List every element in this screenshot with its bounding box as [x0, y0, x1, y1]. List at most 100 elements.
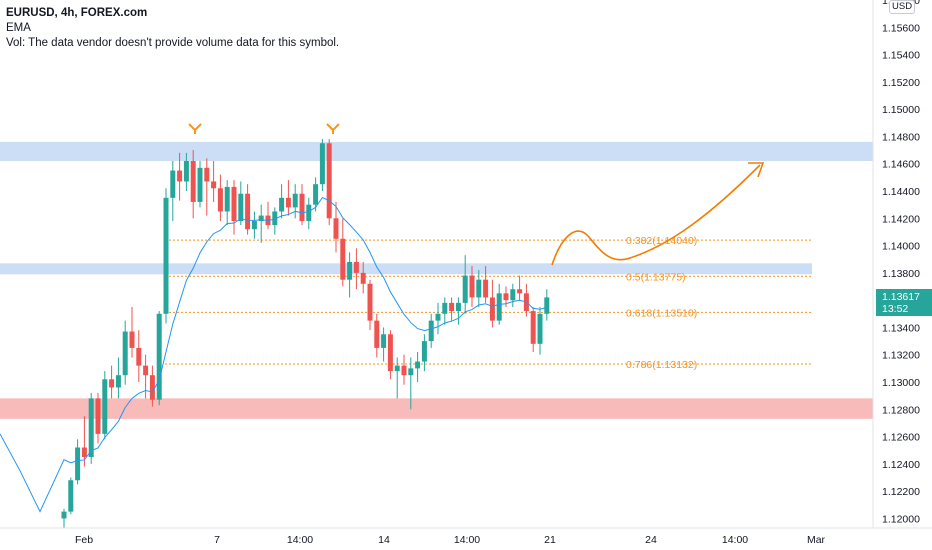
candle-body — [489, 297, 495, 321]
candle-body — [245, 193, 251, 230]
candle-body — [238, 193, 244, 222]
projection-arrow[interactable] — [551, 164, 761, 266]
candle-body — [442, 302, 448, 314]
price-tick-label: 1.13200 — [882, 350, 920, 362]
price-tick-label: 1.14800 — [882, 131, 920, 143]
candle-body — [177, 170, 183, 182]
candle-body — [190, 160, 196, 202]
candle-body — [136, 347, 142, 366]
candle-body — [183, 160, 189, 182]
chart-legend: EURUSD, 4h, FOREX.com EMA Vol: The data … — [6, 6, 339, 51]
candle-body — [374, 320, 380, 348]
time-tick-label: Feb — [75, 534, 93, 546]
candle-body — [347, 261, 353, 280]
price-tick-label: 1.15400 — [882, 50, 920, 62]
resistance-zone-1[interactable] — [0, 263, 812, 275]
time-axis: Feb 7 14:00 14 14:00 21 24 14:00 Mar — [75, 534, 826, 546]
candle-body — [122, 331, 128, 376]
candle-body — [109, 379, 115, 388]
candle-body — [95, 398, 101, 434]
price-tick-label: 1.15000 — [882, 104, 920, 116]
candle-body — [319, 143, 325, 185]
candle-body — [544, 297, 550, 314]
fib-label-3: 0.786(1.13132) — [626, 359, 697, 371]
ema-indicator-label[interactable]: EMA — [6, 22, 31, 34]
candle-body — [503, 293, 509, 301]
currency-label[interactable]: USD — [889, 0, 916, 14]
candle-body — [129, 331, 135, 348]
candle-body — [217, 188, 223, 212]
price-tick-label: 1.14600 — [882, 159, 920, 171]
price-tick-label: 1.12000 — [882, 513, 920, 525]
time-tick-label: 14:00 — [454, 534, 480, 546]
candle-body — [231, 186, 237, 222]
fib-label-0: 0.382(1.14040) — [626, 235, 697, 247]
symbol-title[interactable]: EURUSD, 4h, FOREX.com — [6, 7, 148, 19]
top-marker-0 — [188, 123, 202, 134]
time-tick-label: 21 — [544, 534, 556, 546]
fib-label-1: 0.5(1.13775) — [626, 271, 686, 283]
ema-line — [0, 196, 547, 513]
price-tick-label: 1.12800 — [882, 404, 920, 416]
candle-body — [299, 193, 305, 222]
projection-arrowhead — [748, 162, 765, 178]
candle-body — [455, 302, 461, 312]
candle-body — [306, 204, 312, 222]
candle-body — [517, 289, 523, 294]
candle-body — [476, 279, 482, 298]
candle-body — [360, 272, 366, 284]
candle-body — [313, 184, 319, 205]
time-tick-label: 24 — [645, 534, 657, 546]
candle-body — [333, 218, 339, 239]
candle-body — [381, 334, 387, 348]
candle-body — [537, 313, 543, 344]
candle-body — [102, 379, 108, 434]
candle-body — [530, 311, 536, 344]
price-tick-label: 1.13800 — [882, 268, 920, 280]
candle-body — [449, 302, 455, 312]
candle-body — [483, 279, 489, 298]
candle-body — [115, 375, 121, 388]
candle-body — [68, 480, 74, 512]
price-tick-label: 1.13400 — [882, 322, 920, 334]
candle-body — [435, 313, 441, 321]
top-marker-1 — [326, 123, 340, 134]
candle-body — [75, 447, 81, 481]
time-tick-label: 7 — [214, 534, 220, 546]
candle-body — [510, 289, 516, 301]
price-tick-label: 1.15200 — [882, 77, 920, 89]
price-tick-label: 1.14400 — [882, 186, 920, 198]
candle-body — [224, 186, 230, 212]
candle-body — [170, 170, 176, 198]
candles-layer — [61, 139, 550, 528]
candle-body — [340, 238, 346, 280]
candle-body — [496, 293, 502, 321]
candle-body — [428, 320, 434, 342]
price-tick-label: 1.13000 — [882, 377, 920, 389]
candle-body — [285, 197, 291, 208]
current-price: 1.13617 — [882, 291, 920, 303]
candle-body — [258, 215, 264, 222]
resistance-zone-0[interactable] — [0, 141, 873, 161]
price-tick-label: 1.12600 — [882, 432, 920, 444]
time-tick-label: 14:00 — [287, 534, 313, 546]
price-tick-label: 1.15600 — [882, 22, 920, 34]
price-tick-label: 1.14200 — [882, 213, 920, 225]
candle-body — [387, 334, 393, 372]
time-tick-label: Mar — [807, 534, 826, 546]
fib-label-2: 0.618(1.13510) — [626, 307, 697, 319]
candle-body — [88, 398, 94, 458]
bar-countdown: 13:52 — [882, 303, 909, 315]
candle-body — [272, 211, 278, 226]
candle-body — [353, 261, 359, 273]
time-tick-label: 14 — [378, 534, 390, 546]
candle-body — [204, 167, 210, 182]
candle-body — [163, 197, 169, 314]
candle-body — [197, 167, 203, 202]
support-zone-2[interactable] — [0, 398, 873, 419]
candle-body — [367, 283, 373, 321]
ema-line[interactable] — [0, 196, 547, 513]
candle-body — [394, 365, 400, 372]
candle-body — [401, 365, 407, 376]
